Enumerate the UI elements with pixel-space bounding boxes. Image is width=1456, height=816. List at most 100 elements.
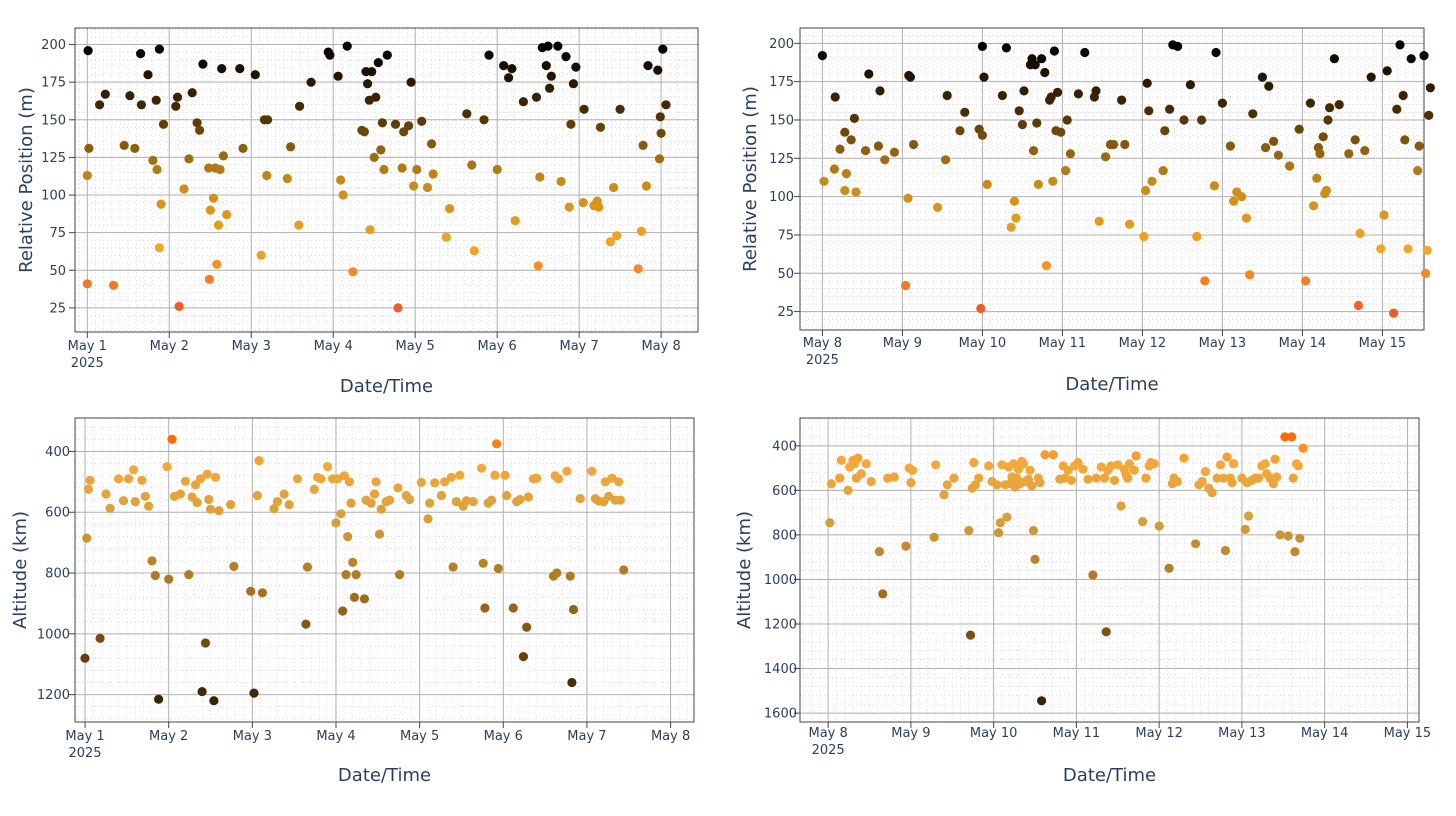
scatter-points — [825, 432, 1308, 706]
data-point-89 — [448, 562, 458, 572]
data-point-39 — [229, 561, 239, 572]
data-point-109 — [561, 52, 571, 62]
data-point-88 — [446, 472, 456, 482]
data-point-46 — [272, 497, 282, 507]
data-point-110 — [1227, 478, 1237, 488]
plot-area — [75, 28, 698, 332]
data-point-31 — [977, 41, 988, 52]
data-point-97 — [1257, 72, 1267, 82]
x-tick-label: May 10 — [970, 726, 1018, 741]
data-point-11 — [129, 465, 139, 475]
data-point-13 — [866, 476, 876, 487]
data-point-93 — [461, 496, 472, 506]
data-point-105 — [1215, 460, 1225, 470]
chart-top-left: May 1 May 2 May 3 May 4 May 5 May 6 May 7 May 8… — [16, 27, 699, 397]
data-point-114 — [1325, 103, 1335, 113]
data-point-128 — [1283, 531, 1293, 541]
data-point-36 — [213, 220, 224, 230]
y-tick-label: 1600 — [764, 707, 797, 722]
data-point-39 — [1014, 106, 1024, 116]
data-point-18 — [901, 541, 911, 551]
data-point-102 — [493, 563, 503, 574]
data-point-46 — [262, 170, 272, 181]
data-point-47 — [279, 489, 289, 499]
x-tick-label: May 4 — [316, 729, 355, 744]
data-point-101 — [1200, 466, 1211, 477]
data-point-134 — [1295, 533, 1305, 543]
data-point-44 — [257, 588, 267, 598]
minor-grid — [75, 28, 698, 332]
data-point-75 — [1101, 627, 1111, 637]
data-point-71 — [377, 118, 387, 128]
chart-bottom-right: May 8 May 9 May 10 May 11 May 12 May 13 May 14… — [734, 417, 1431, 786]
data-point-134 — [1414, 141, 1424, 151]
data-point-116 — [553, 474, 564, 484]
data-point-35 — [212, 259, 222, 269]
data-point-35 — [1001, 43, 1012, 53]
data-point-25 — [942, 90, 952, 101]
data-point-29 — [198, 59, 208, 69]
data-point-60 — [338, 606, 348, 616]
data-point-87 — [1209, 181, 1219, 191]
data-point-39 — [218, 151, 228, 161]
x-tick-label: May 9 — [891, 726, 930, 741]
data-point-38 — [217, 64, 227, 74]
data-point-135 — [1298, 443, 1308, 453]
y-tick-label: 200 — [769, 37, 794, 52]
data-point-122 — [1366, 72, 1376, 82]
data-point-116 — [1334, 100, 1344, 110]
data-point-104 — [1212, 473, 1222, 483]
x-year-label: 2025 — [68, 746, 101, 761]
plot-frame — [74, 27, 699, 333]
data-point-11 — [856, 469, 866, 479]
y-tick-label: 1000 — [764, 573, 797, 588]
data-point-129 — [653, 65, 663, 75]
data-point-18 — [901, 280, 911, 291]
y-tick-label: 100 — [41, 189, 66, 204]
y-tick-label: 50 — [49, 264, 66, 279]
data-point-61 — [359, 127, 369, 137]
data-point-4 — [830, 92, 840, 102]
x-tick-label: May 5 — [396, 339, 435, 354]
x-axis-title: Date/Time — [340, 376, 433, 397]
data-point-64 — [344, 477, 354, 487]
data-point-56 — [336, 175, 346, 185]
y-tick-label: 1200 — [37, 688, 70, 703]
data-point-44 — [1029, 146, 1039, 156]
x-year-label: 2025 — [71, 356, 104, 371]
data-point-43 — [254, 456, 264, 466]
data-point-52 — [306, 77, 316, 87]
data-point-59 — [348, 267, 358, 277]
data-point-50 — [1041, 261, 1051, 271]
x-axis-title: Date/Time — [1065, 374, 1158, 395]
data-point-62 — [341, 570, 351, 580]
data-point-16 — [152, 164, 162, 175]
data-point-56 — [1053, 87, 1063, 97]
data-point-52 — [1046, 92, 1056, 102]
data-point-71 — [366, 498, 376, 508]
data-point-94 — [1241, 213, 1251, 223]
data-point-95 — [1245, 270, 1255, 280]
data-point-91 — [479, 115, 489, 125]
data-point-3 — [829, 164, 840, 174]
data-point-38 — [1011, 213, 1021, 223]
data-point-4 — [836, 455, 847, 465]
data-point-38 — [226, 500, 236, 510]
x-tick-label: May 13 — [1199, 336, 1247, 351]
data-point-120 — [1355, 228, 1365, 238]
data-point-59 — [1062, 115, 1072, 125]
x-tick-label: May 2 — [150, 339, 189, 354]
y-tick-label: 75 — [49, 226, 66, 241]
data-point-48 — [284, 500, 294, 510]
data-point-119 — [567, 677, 577, 688]
x-tick-label: May 2 — [149, 729, 188, 744]
data-point-105 — [508, 603, 518, 613]
data-point-129 — [1287, 432, 1297, 442]
data-point-70 — [1120, 139, 1130, 150]
data-point-91 — [455, 470, 465, 480]
data-point-36 — [994, 528, 1004, 538]
data-point-23 — [174, 301, 184, 311]
data-point-124 — [1379, 210, 1389, 220]
data-point-85 — [1129, 465, 1139, 475]
